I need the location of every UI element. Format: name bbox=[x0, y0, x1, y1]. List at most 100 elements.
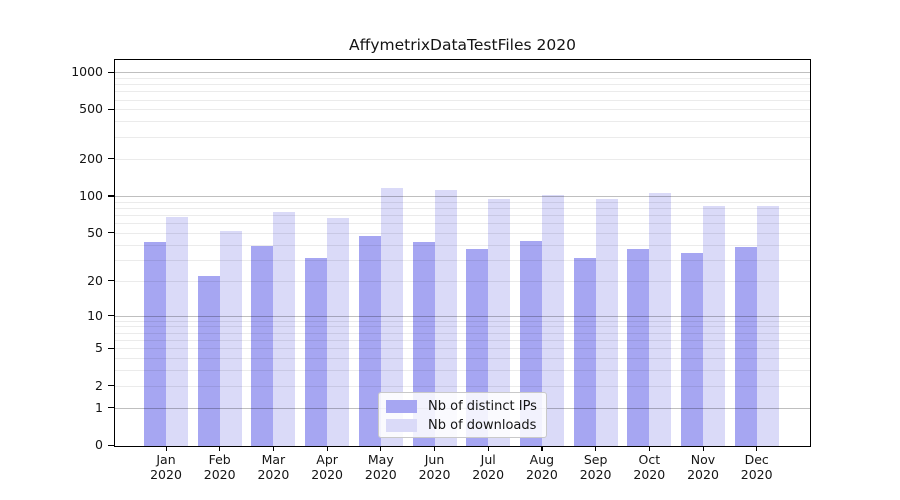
gridline-major bbox=[115, 195, 810, 197]
y-tick-label: 10 bbox=[87, 307, 103, 323]
legend-item-distinct-ips: Nb of distinct IPs bbox=[379, 397, 546, 416]
bar-downloads-dec bbox=[756, 206, 779, 446]
bar-downloads-nov bbox=[703, 206, 725, 446]
gridline-minor bbox=[115, 109, 810, 111]
legend-label-distinct-ips: Nb of distinct IPs bbox=[428, 399, 537, 414]
y-tick-label: 1000 bbox=[71, 64, 103, 80]
x-tick bbox=[702, 446, 704, 451]
x-tick bbox=[165, 446, 167, 451]
y-tick-label: 200 bbox=[79, 150, 103, 166]
bar-distinct-ips-dec bbox=[734, 247, 757, 446]
gridline-minor bbox=[115, 136, 810, 138]
gridline-minor bbox=[115, 244, 810, 246]
gridline-minor bbox=[115, 121, 810, 123]
bar-downloads-feb bbox=[219, 230, 242, 446]
bar-downloads-jul bbox=[488, 198, 511, 446]
chart-title: AffymetrixDataTestFiles 2020 bbox=[349, 36, 576, 54]
bar-distinct-ips-feb bbox=[197, 275, 220, 446]
x-tick bbox=[272, 446, 275, 451]
y-tick-label: 5 bbox=[95, 340, 103, 356]
x-tick-label: Jun 2020 bbox=[418, 452, 451, 482]
y-tick-label: 500 bbox=[79, 101, 103, 117]
x-tick-label: Nov 2020 bbox=[687, 452, 719, 482]
gridline-minor bbox=[115, 77, 810, 79]
gridline-minor bbox=[115, 207, 810, 209]
y-tick-label: 50 bbox=[87, 224, 103, 240]
gridline-minor bbox=[115, 320, 810, 322]
gridline-minor bbox=[115, 385, 810, 387]
x-tick bbox=[756, 446, 758, 451]
gridline-minor bbox=[115, 201, 810, 203]
legend-swatch-downloads bbox=[386, 419, 417, 432]
gridline-minor bbox=[115, 326, 810, 328]
gridline-minor bbox=[115, 348, 810, 350]
x-tick-label: Jan 2020 bbox=[150, 452, 182, 482]
y-tick-label: 0 bbox=[95, 437, 103, 452]
x-tick bbox=[487, 446, 489, 451]
gridline-minor bbox=[115, 214, 810, 216]
gridline-minor bbox=[115, 223, 810, 225]
x-tick bbox=[648, 446, 650, 451]
y-tick bbox=[108, 280, 115, 282]
gridline-major bbox=[115, 315, 810, 317]
y-tick bbox=[108, 347, 115, 349]
bar-distinct-ips-may bbox=[358, 236, 381, 446]
legend-item-downloads: Nb of downloads bbox=[379, 416, 546, 435]
gridline-minor bbox=[115, 332, 810, 334]
x-tick bbox=[434, 446, 436, 451]
bar-distinct-ips-nov bbox=[681, 253, 703, 446]
y-tick bbox=[108, 158, 115, 160]
x-tick-label: May 2020 bbox=[364, 452, 397, 482]
bar-downloads-sep bbox=[595, 199, 618, 446]
bar-distinct-ips-jan bbox=[144, 241, 166, 446]
gridline-minor bbox=[115, 370, 810, 372]
bar-distinct-ips-oct bbox=[627, 248, 650, 446]
gridline-major bbox=[115, 72, 810, 73]
y-tick-label: 1 bbox=[95, 399, 103, 415]
bar-distinct-ips-mar bbox=[251, 245, 274, 446]
plot-area bbox=[115, 60, 810, 446]
legend: Nb of distinct IPs Nb of downloads bbox=[378, 392, 547, 438]
x-tick-label: Aug 2020 bbox=[525, 452, 558, 482]
y-tick-label: 2 bbox=[95, 377, 103, 393]
x-tick bbox=[595, 446, 597, 451]
bar-distinct-ips-sep bbox=[573, 257, 596, 446]
y-tick bbox=[108, 385, 115, 387]
y-tick-label: 100 bbox=[79, 187, 103, 203]
gridline-minor bbox=[115, 84, 810, 86]
bar-downloads-mar bbox=[273, 211, 296, 446]
x-tick-label: Apr 2020 bbox=[311, 452, 343, 482]
x-tick bbox=[326, 446, 328, 451]
y-tick bbox=[108, 195, 115, 197]
y-tick bbox=[108, 232, 115, 234]
bar-distinct-ips-apr bbox=[305, 257, 328, 446]
y-tick bbox=[108, 71, 115, 73]
x-tick bbox=[380, 446, 382, 451]
bar-downloads-oct bbox=[649, 192, 672, 446]
bar-downloads-may bbox=[380, 187, 403, 446]
y-tick bbox=[108, 108, 115, 111]
gridline-minor bbox=[115, 358, 810, 360]
gridline-minor bbox=[115, 158, 810, 160]
bar-downloads-jun bbox=[434, 189, 457, 446]
gridline-minor bbox=[115, 99, 810, 101]
bar-downloads-apr bbox=[327, 218, 350, 446]
x-tick bbox=[219, 446, 221, 451]
bar-downloads-jan bbox=[166, 217, 188, 446]
x-tick-label: Jul 2020 bbox=[472, 452, 505, 482]
gridline-minor bbox=[115, 340, 810, 341]
gridline-minor bbox=[115, 259, 810, 261]
legend-swatch-distinct-ips bbox=[386, 400, 417, 413]
x-tick bbox=[541, 446, 543, 451]
gridline-minor bbox=[115, 91, 810, 93]
bar-downloads-aug bbox=[541, 195, 564, 446]
gridline-minor bbox=[115, 232, 810, 234]
gridline-minor bbox=[115, 280, 810, 282]
y-tick bbox=[108, 444, 115, 446]
legend-label-downloads: Nb of downloads bbox=[428, 418, 537, 433]
y-tick bbox=[108, 315, 115, 317]
y-tick-label: 20 bbox=[87, 272, 103, 288]
x-tick-label: Oct 2020 bbox=[633, 452, 666, 482]
x-tick-label: Dec 2020 bbox=[740, 452, 773, 482]
